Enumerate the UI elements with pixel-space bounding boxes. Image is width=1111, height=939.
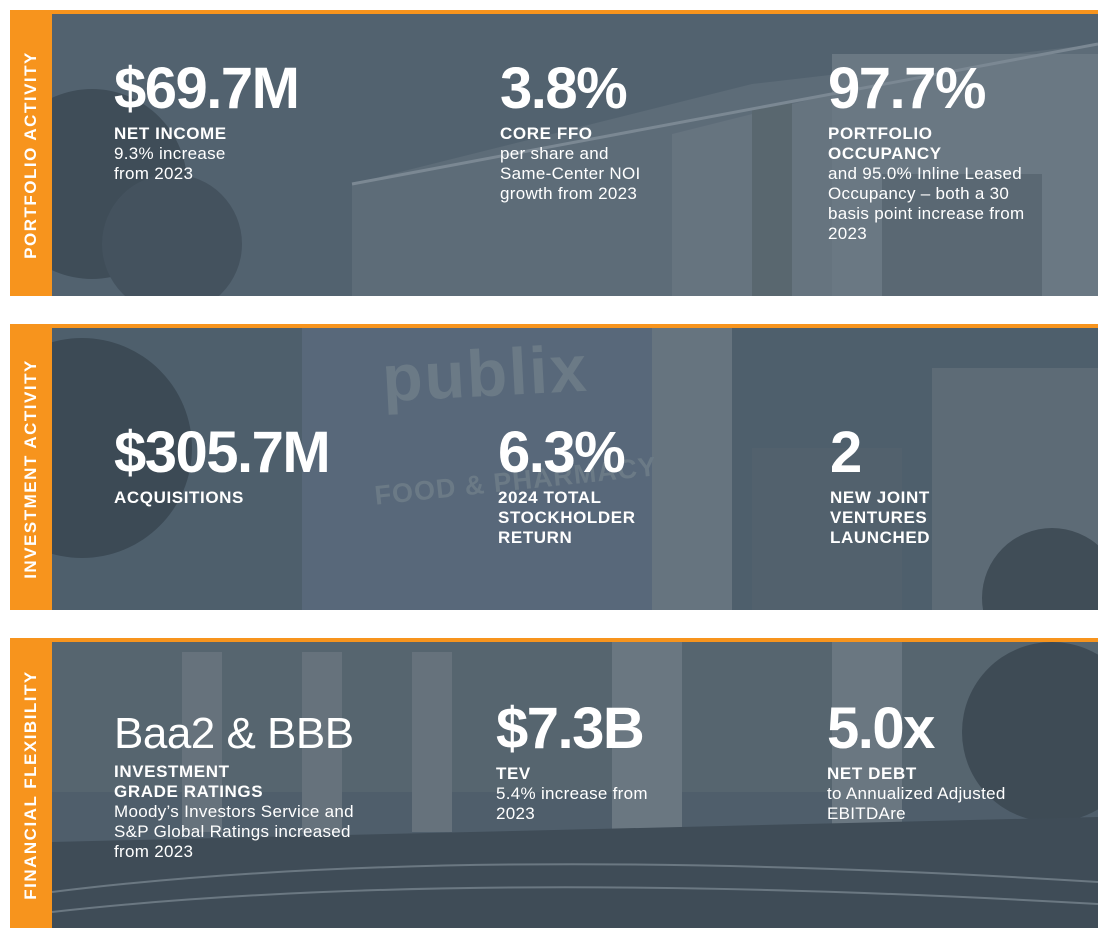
stat-description: Moody’s Investors Service and S&P Global…	[114, 802, 354, 861]
stat-value: 3.8%	[500, 56, 628, 121]
section-title: INVESTMENT ACTIVITY	[21, 359, 41, 579]
background-sign-text: publix	[380, 330, 591, 416]
investment-activity-panel: INVESTMENT ACTIVITY publix FOOD & PHARMA…	[10, 324, 1098, 610]
stat-value: 97.7%	[828, 56, 986, 121]
stat-label: TEV	[496, 764, 531, 783]
stat-label: INVESTMENT GRADE RATINGS	[114, 762, 264, 801]
stat-description: 5.4% increase from 2023	[496, 784, 648, 823]
section-tab: PORTFOLIO ACTIVITY	[10, 14, 52, 296]
stat-value: 5.0x	[827, 696, 935, 761]
stat-label: CORE FFO	[500, 124, 593, 143]
stat-value: $69.7M	[114, 56, 300, 121]
stat-label: NEW JOINT VENTURES LAUNCHED	[830, 488, 931, 547]
section-tab: FINANCIAL FLEXIBILITY	[10, 642, 52, 928]
stat-tev: $7.3B TEV 5.4% increase from 2023	[496, 700, 666, 824]
stat-description: and 95.0% Inline Leased Occupancy – both…	[828, 164, 1025, 243]
section-tab: INVESTMENT ACTIVITY	[10, 328, 52, 610]
section-title: PORTFOLIO ACTIVITY	[21, 51, 41, 259]
stat-label: NET INCOME	[114, 124, 227, 143]
background-photo-storefront	[52, 14, 1098, 296]
stat-label: ACQUISITIONS	[114, 488, 244, 507]
stat-credit-ratings: Baa2 & BBB INVESTMENT GRADE RATINGS Mood…	[114, 712, 374, 862]
stat-value: 6.3%	[498, 420, 626, 485]
stat-joint-ventures: 2 NEW JOINT VENTURES LAUNCHED	[830, 424, 970, 548]
stat-value: 2	[830, 420, 862, 485]
background-photo-parking-lot	[52, 642, 1098, 928]
stat-description: to Annualized Adjusted EBITDAre	[827, 784, 1006, 823]
section-title: FINANCIAL FLEXIBILITY	[21, 670, 41, 900]
stat-value: $305.7M	[114, 420, 331, 485]
stat-value: $7.3B	[496, 696, 645, 761]
stat-total-stockholder-return: 6.3% 2024 TOTAL STOCKHOLDER RETURN	[498, 424, 668, 548]
stat-label: PORTFOLIO OCCUPANCY	[828, 124, 942, 163]
stat-portfolio-occupancy: 97.7% PORTFOLIO OCCUPANCY and 95.0% Inli…	[828, 60, 1043, 244]
financial-flexibility-panel: FINANCIAL FLEXIBILITY Baa2 & BBB INVESTM…	[10, 638, 1098, 928]
stat-core-ffo: 3.8% CORE FFO per share and Same-Center …	[500, 60, 660, 204]
stat-description: 9.3% increase from 2023	[114, 144, 226, 183]
stat-label: 2024 TOTAL STOCKHOLDER RETURN	[498, 488, 636, 547]
stat-description: per share and Same-Center NOI growth fro…	[500, 144, 641, 203]
portfolio-activity-panel: PORTFOLIO ACTIVITY $69.7M NET INCOME 9.3…	[10, 10, 1098, 296]
background-photo-publix: publix FOOD & PHARMACY	[52, 328, 1098, 610]
stat-net-debt: 5.0x NET DEBT to Annualized Adjusted EBI…	[827, 700, 1027, 824]
stat-value: Baa2 & BBB	[114, 709, 354, 758]
stat-label: NET DEBT	[827, 764, 917, 783]
stat-net-income: $69.7M NET INCOME 9.3% increase from 202…	[114, 60, 414, 184]
stat-acquisitions: $305.7M ACQUISITIONS	[114, 424, 414, 508]
